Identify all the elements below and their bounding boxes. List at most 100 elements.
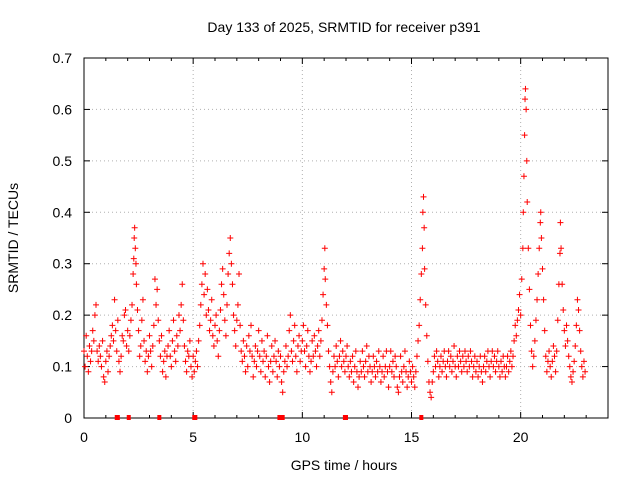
data-point bbox=[489, 348, 496, 355]
data-point bbox=[94, 348, 101, 355]
data-point bbox=[522, 85, 529, 92]
data-point bbox=[320, 291, 327, 298]
data-point bbox=[91, 312, 98, 319]
data-point bbox=[178, 301, 185, 308]
data-point bbox=[292, 353, 299, 360]
data-point bbox=[198, 281, 205, 288]
data-point bbox=[579, 373, 586, 380]
data-point bbox=[443, 373, 450, 380]
data-point bbox=[258, 337, 265, 344]
data-point bbox=[341, 368, 348, 375]
data-point bbox=[98, 363, 105, 370]
grid-lines bbox=[84, 58, 608, 418]
data-point bbox=[294, 343, 301, 349]
data-point bbox=[154, 286, 161, 293]
data-point bbox=[242, 368, 249, 375]
data-point bbox=[232, 343, 239, 349]
data-point bbox=[110, 337, 117, 344]
y-tick-label: 0.1 bbox=[53, 359, 73, 375]
data-point bbox=[453, 373, 460, 380]
data-point bbox=[325, 348, 332, 355]
data-point bbox=[148, 363, 155, 370]
data-point bbox=[479, 379, 486, 385]
data-point bbox=[329, 368, 336, 375]
data-point bbox=[347, 358, 354, 365]
data-point bbox=[280, 368, 287, 375]
data-point bbox=[265, 363, 272, 370]
data-point bbox=[407, 368, 414, 375]
data-point bbox=[151, 276, 158, 283]
data-point bbox=[582, 368, 589, 375]
data-point bbox=[105, 368, 112, 375]
data-point bbox=[523, 106, 530, 113]
zero-marker bbox=[126, 415, 131, 420]
x-tick-label: 5 bbox=[189, 429, 197, 445]
data-point bbox=[162, 373, 169, 380]
zero-marker bbox=[344, 415, 348, 420]
data-point bbox=[332, 363, 339, 370]
data-point bbox=[82, 363, 89, 370]
data-point bbox=[559, 281, 566, 288]
data-point bbox=[180, 317, 187, 324]
data-point bbox=[246, 348, 253, 355]
data-point bbox=[362, 358, 369, 365]
data-point bbox=[139, 296, 146, 303]
data-point bbox=[336, 353, 343, 360]
data-point bbox=[278, 379, 285, 385]
data-point bbox=[310, 353, 317, 360]
data-point bbox=[510, 353, 517, 360]
data-point bbox=[529, 363, 536, 370]
data-point bbox=[123, 343, 130, 349]
data-point bbox=[335, 373, 342, 380]
data-point bbox=[556, 250, 563, 257]
data-point bbox=[345, 363, 352, 370]
data-point bbox=[511, 337, 518, 344]
data-point bbox=[553, 348, 560, 355]
data-point bbox=[540, 296, 547, 303]
data-point bbox=[145, 353, 152, 360]
data-point bbox=[293, 368, 300, 375]
y-tick-label: 0.5 bbox=[53, 153, 73, 169]
data-point bbox=[263, 353, 270, 360]
data-point bbox=[302, 363, 309, 370]
data-point bbox=[220, 291, 227, 298]
data-point bbox=[323, 301, 330, 308]
data-point bbox=[184, 348, 191, 355]
data-point bbox=[521, 132, 528, 139]
data-point bbox=[560, 307, 567, 313]
data-point bbox=[570, 368, 577, 375]
data-point bbox=[491, 353, 498, 360]
y-tick-label: 0.3 bbox=[53, 256, 73, 272]
data-point bbox=[275, 348, 282, 355]
data-point bbox=[229, 281, 236, 288]
data-point bbox=[516, 291, 523, 298]
data-point bbox=[343, 353, 349, 360]
data-point bbox=[261, 348, 268, 355]
data-point bbox=[413, 353, 420, 360]
data-point bbox=[361, 373, 368, 380]
zero-marker bbox=[157, 415, 162, 420]
data-point bbox=[150, 322, 157, 329]
data-point bbox=[415, 337, 422, 344]
data-point bbox=[338, 363, 345, 370]
data-point bbox=[130, 271, 137, 277]
data-point bbox=[370, 353, 377, 360]
data-point bbox=[121, 312, 128, 319]
data-point bbox=[174, 343, 181, 349]
data-point bbox=[567, 373, 574, 380]
data-point bbox=[517, 312, 524, 319]
data-point bbox=[239, 358, 246, 365]
data-point bbox=[85, 368, 92, 375]
data-point bbox=[337, 337, 344, 344]
data-point bbox=[149, 343, 156, 349]
data-point bbox=[161, 348, 168, 355]
y-tick-label: 0 bbox=[64, 410, 72, 426]
data-point bbox=[391, 373, 398, 380]
data-point bbox=[102, 358, 109, 365]
data-point bbox=[84, 353, 91, 360]
data-point bbox=[101, 379, 108, 385]
data-point bbox=[244, 363, 251, 370]
data-point bbox=[499, 368, 506, 375]
data-point bbox=[565, 353, 572, 360]
data-point bbox=[380, 353, 387, 360]
